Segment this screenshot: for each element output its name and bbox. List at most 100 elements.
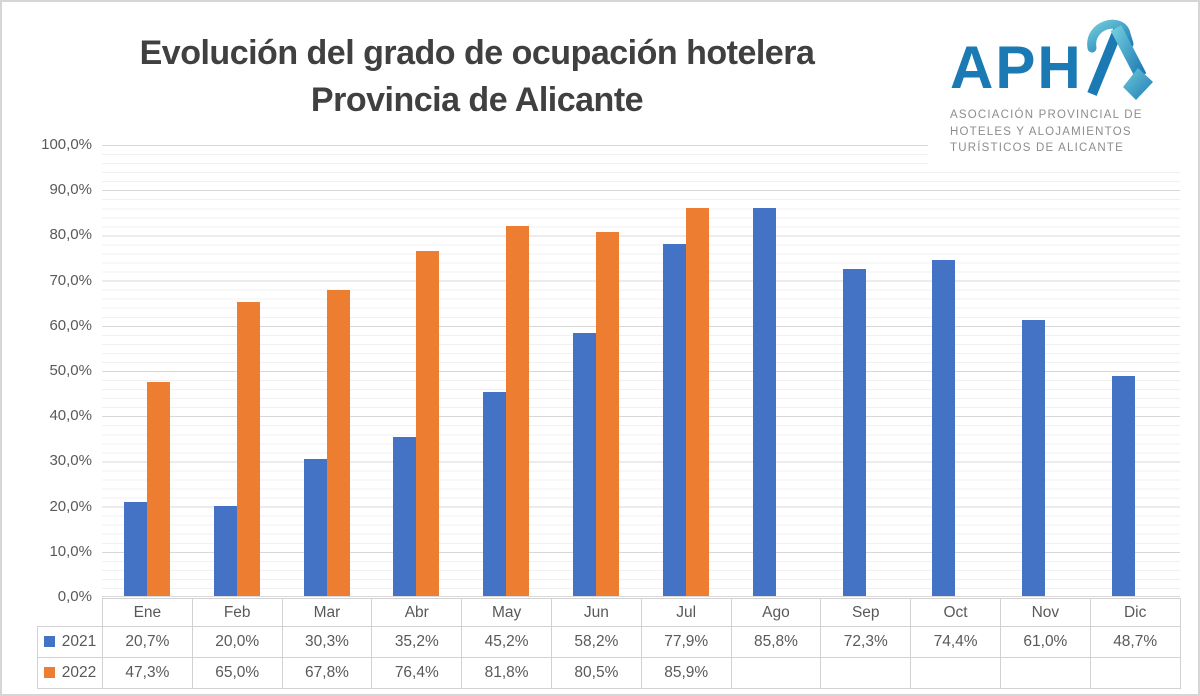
table-value-2021-jun: 58,2% [550, 626, 642, 658]
month-header-sep: Sep [820, 598, 912, 627]
legend-cell-2022: 2022 [37, 657, 103, 689]
month-header-jun: Jun [550, 598, 642, 627]
legend-swatch-2021 [43, 636, 55, 647]
apha-logo-mark: APH [950, 16, 1196, 101]
table-value-2022-sep [820, 657, 912, 689]
bar-2021-jun [573, 332, 597, 596]
category-may [461, 145, 551, 596]
month-header-dic: Dic [1089, 598, 1181, 627]
table-value-2021-abr: 35,2% [371, 626, 463, 658]
month-header-abr: Abr [371, 598, 463, 627]
table-value-2022-ago [730, 657, 822, 689]
table-value-2021-oct: 74,4% [910, 626, 1001, 658]
table-header-row: Ene Feb Mar Abr May Jun Jul Ago Sep Oct Nov Dic [38, 598, 1181, 627]
table-corner [38, 599, 103, 627]
bar-2021-oct [932, 259, 956, 596]
month-header-feb: Feb [191, 598, 283, 627]
table-value-2022-feb: 65,0% [191, 657, 283, 689]
bar-2022-mar [326, 289, 350, 596]
table-row-2022: 2022 47,3% 65,0% 67,8% 76,4% 81,8% 80,5% 85,9% [37, 657, 1181, 689]
table-value-2022-jun: 80,5% [550, 657, 642, 689]
apha-subtitle-line1: ASOCIACIÓN PROVINCIAL DE [950, 109, 1143, 121]
table-value-2022-dic [1089, 657, 1181, 689]
table-value-2022-ene: 47,3% [102, 657, 193, 689]
category-nov [1000, 145, 1090, 596]
category-ago [731, 145, 821, 596]
month-header-ene: Ene [102, 598, 193, 627]
y-axis-label: 80,0% [49, 226, 92, 244]
month-header-jul: Jul [640, 598, 732, 627]
month-header-ago: Ago [730, 598, 822, 627]
bar-2021-ago [752, 208, 776, 596]
category-feb [192, 145, 282, 596]
table-value-2021-mar: 30,3% [281, 626, 373, 658]
data-table: Ene Feb Mar Abr May Jun Jul Ago Sep Oct Nov Dic 2021… [37, 598, 1181, 689]
y-axis-label: 10,0% [49, 542, 92, 560]
y-axis-label: 30,0% [49, 452, 92, 470]
category-jul [641, 145, 731, 596]
bar-2022-ene [146, 382, 170, 596]
bar-2021-ene [123, 502, 147, 596]
category-dic [1090, 145, 1180, 596]
apha-hanger-a-icon [1087, 19, 1153, 100]
category-sep [821, 145, 911, 596]
table-row-2021: 2021 20,7% 20,0% 30,3% 35,2% 45,2% 58,2% 77,9% 8… [37, 626, 1181, 658]
bar-2021-may [483, 391, 507, 596]
apha-logo: APH ASOCIACIÓN PROVINCIAL DE HOTELES Y A… [928, 12, 1196, 165]
bar-2021-nov [1022, 320, 1046, 596]
table-value-2021-sep: 72,3% [820, 626, 912, 658]
category-abr [371, 145, 461, 596]
table-value-2021-ene: 20,7% [102, 626, 193, 658]
category-ene [102, 145, 192, 596]
table-value-2021-nov: 61,0% [999, 626, 1091, 658]
y-axis: 100,0% 90,0% 80,0% 70,0% 60,0% 50,0% 40,0% 30,0… [18, 2, 92, 694]
month-header-oct: Oct [910, 598, 1001, 627]
category-oct [910, 145, 1000, 596]
table-value-2021-dic: 48,7% [1089, 626, 1181, 658]
table-value-2022-jul: 85,9% [640, 657, 732, 689]
bar-2021-sep [842, 269, 866, 596]
legend-label-2021: 2021 [61, 633, 97, 650]
bar-2022-jul [685, 207, 709, 596]
month-header-may: May [461, 598, 552, 627]
month-header-mar: Mar [281, 598, 373, 627]
apha-subtitle-line3: TURÍSTICOS DE ALICANTE [950, 142, 1125, 154]
plot-area [102, 145, 1180, 597]
chart-title: Evolución del grado de ocupación hoteler… [37, 30, 917, 124]
bar-2022-jun [596, 232, 620, 596]
category-jun [551, 145, 641, 596]
table-value-2021-ago: 85,8% [730, 626, 822, 658]
apha-logo-subtitle: ASOCIACIÓN PROVINCIAL DE HOTELES Y ALOJA… [950, 107, 1196, 157]
y-axis-label: 20,0% [49, 497, 92, 515]
legend-cell-2021: 2021 [37, 626, 103, 658]
category-mar [282, 145, 372, 596]
table-value-2022-oct [910, 657, 1001, 689]
table-value-2022-mar: 67,8% [281, 657, 373, 689]
table-value-2021-may: 45,2% [461, 626, 552, 658]
y-axis-label: 70,0% [49, 271, 92, 289]
bar-2022-abr [416, 250, 440, 596]
y-axis-label: 50,0% [49, 362, 92, 379]
bar-2022-feb [236, 302, 260, 596]
chart-title-line1: Evolución del grado de ocupación hoteler… [139, 34, 815, 72]
table-value-2022-nov [999, 657, 1091, 689]
month-header-nov: Nov [999, 598, 1091, 627]
legend-label-2022: 2022 [61, 664, 97, 681]
bar-2021-feb [213, 505, 237, 596]
bar-2021-jul [662, 243, 686, 596]
apha-subtitle-line2: HOTELES Y ALOJAMIENTOS [950, 125, 1132, 138]
y-axis-label: 90,0% [49, 181, 92, 199]
bar-2022-may [506, 226, 530, 596]
y-axis-label: 60,0% [49, 316, 92, 334]
apha-brand-text: APH [950, 34, 1083, 101]
table-value-2021-jul: 77,9% [640, 626, 732, 658]
y-axis-label: 40,0% [49, 407, 92, 425]
table-value-2022-may: 81,8% [461, 657, 552, 689]
bar-2021-abr [393, 436, 417, 596]
y-axis-label: 100,0% [41, 136, 92, 153]
y-axis-label: 0,0% [57, 588, 92, 605]
legend-swatch-2022 [43, 667, 55, 678]
bar-2021-mar [303, 459, 327, 596]
bar-2021-dic [1112, 375, 1136, 596]
